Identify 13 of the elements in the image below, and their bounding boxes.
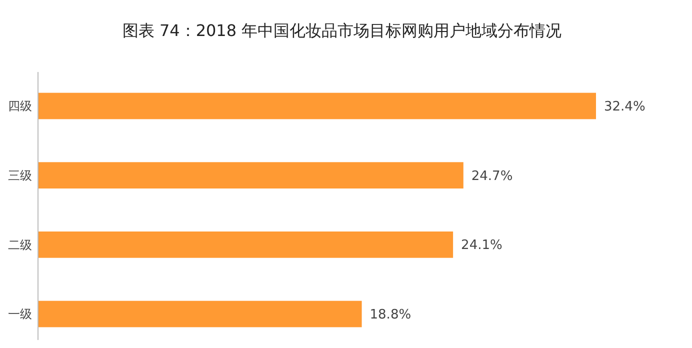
y-tick-label: 三级: [8, 168, 32, 183]
data-label: 24.7%: [471, 168, 513, 184]
bar: [38, 231, 454, 258]
data-label: 24.1%: [461, 238, 502, 254]
y-tick-label: 四级: [8, 99, 32, 114]
data-label: 18.8%: [370, 308, 412, 323]
bar: [38, 162, 464, 189]
bar: [38, 92, 596, 120]
bar: [38, 300, 362, 328]
y-tick-label: 一级: [8, 307, 32, 322]
data-label: 32.4%: [604, 100, 646, 115]
chart-title: 图表 74：2018 年中国化妆品市场目标网购用户地域分布情况: [122, 21, 562, 40]
y-tick-label: 二级: [8, 238, 32, 252]
